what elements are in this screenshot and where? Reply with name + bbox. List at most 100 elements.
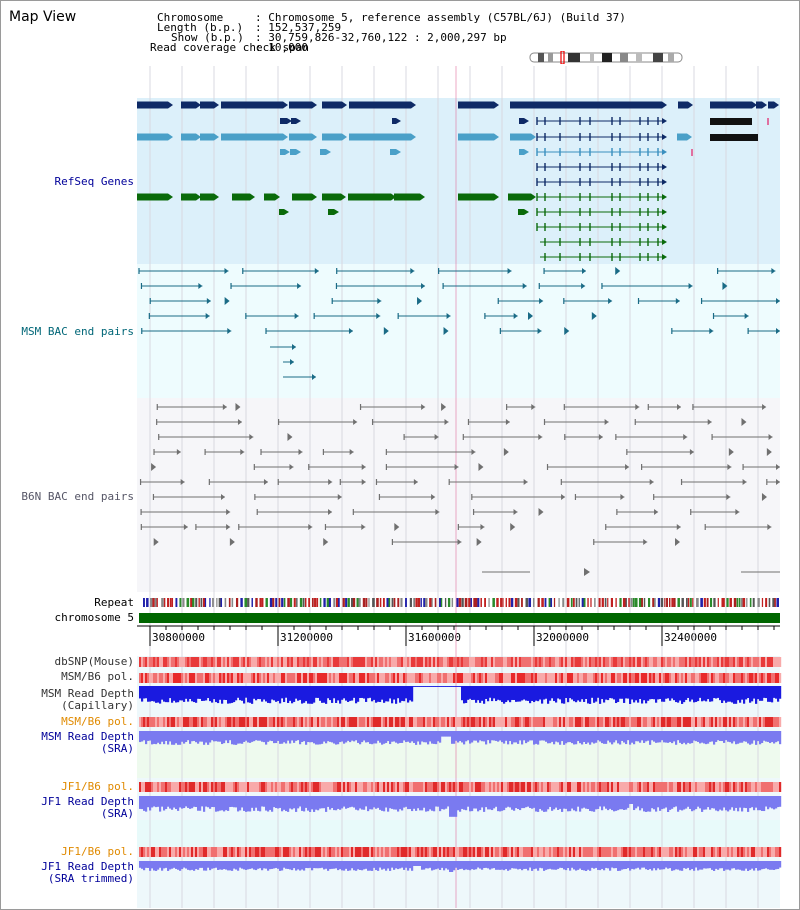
depth-bar	[751, 731, 754, 744]
depth-bar	[251, 686, 254, 704]
depth-bar	[473, 861, 476, 870]
depth-bar	[277, 796, 280, 809]
depth-bar	[547, 861, 550, 870]
depth-bar	[237, 796, 240, 812]
depth-bar	[769, 861, 772, 870]
polymorphism-cell	[261, 657, 264, 667]
polymorphism-cell	[263, 657, 266, 667]
depth-bar	[741, 861, 744, 871]
gene-block	[508, 193, 531, 201]
label-msm-b6-pol-1[interactable]: MSM/B6 pol.	[61, 670, 134, 683]
gene-arrow	[752, 101, 757, 109]
depth-bar	[255, 686, 258, 701]
depth-bar	[323, 686, 326, 703]
label-msm-bac[interactable]: MSM BAC end pairs	[21, 325, 134, 338]
polymorphism-cell	[765, 673, 768, 683]
polymorphism-cell	[471, 717, 474, 727]
depth-bar	[745, 686, 748, 700]
polymorphism-cell	[231, 847, 234, 857]
depth-bar	[677, 731, 680, 741]
polymorphism-cell	[503, 657, 506, 667]
depth-bar	[419, 861, 422, 866]
depth-bar	[443, 731, 446, 737]
polymorphism-cell	[673, 673, 676, 683]
depth-bar	[183, 796, 186, 809]
depth-bar	[631, 861, 634, 869]
polymorphism-cell	[307, 782, 310, 792]
polymorphism-cell	[147, 673, 150, 683]
polymorphism-cell	[273, 657, 276, 667]
polymorphism-cell	[733, 673, 736, 683]
polymorphism-cell	[295, 673, 298, 683]
depth-bar	[733, 796, 736, 811]
label-b6n-bac[interactable]: B6N BAC end pairs	[21, 490, 134, 503]
depth-bar	[301, 686, 304, 704]
polymorphism-cell	[581, 657, 584, 667]
depth-bar	[595, 731, 598, 743]
polymorphism-cell	[331, 782, 334, 792]
polymorphism-cell	[149, 673, 152, 683]
polymorphism-cell	[775, 847, 778, 857]
polymorphism-cell	[279, 847, 282, 857]
depth-bar	[199, 686, 202, 699]
depth-bar	[617, 731, 620, 744]
polymorphism-cell	[389, 782, 392, 792]
depth-bar	[583, 861, 586, 871]
polymorphism-cell	[779, 657, 782, 667]
label-msm-depth-sra[interactable]: MSM Read Depth	[41, 730, 134, 743]
polymorphism-cell	[175, 673, 178, 683]
msm-bac-end	[581, 283, 586, 289]
polymorphism-cell	[251, 657, 254, 667]
polymorphism-cell	[471, 782, 474, 792]
label-refseq-genes[interactable]: RefSeq Genes	[54, 175, 134, 188]
depth-bar	[363, 731, 366, 741]
polymorphism-cell	[255, 717, 258, 727]
polymorphism-cell	[225, 847, 228, 857]
polymorphism-cell	[455, 847, 458, 857]
polymorphism-cell	[721, 847, 724, 857]
depth-bar	[463, 861, 466, 871]
b6n-bac-end	[337, 494, 342, 500]
polymorphism-cell	[255, 673, 258, 683]
polymorphism-cell	[253, 717, 256, 727]
depth-bar	[763, 686, 766, 698]
polymorphism-cell	[189, 657, 192, 667]
depth-bar	[651, 686, 654, 700]
depth-bar	[171, 731, 174, 745]
label-repeat[interactable]: Repeat	[94, 596, 134, 609]
depth-bar	[387, 861, 390, 869]
label-jf1-depth-trimmed[interactable]: JF1 Read Depth	[41, 860, 134, 873]
label-jf1-depth-sra[interactable]: JF1 Read Depth	[41, 795, 134, 808]
polymorphism-cell	[299, 717, 302, 727]
depth-bar	[337, 796, 340, 809]
depth-bar	[431, 686, 434, 687]
depth-bar	[355, 796, 358, 810]
label-msm-depth-capillary[interactable]: MSM Read Depth	[41, 687, 134, 700]
depth-bar	[569, 686, 572, 699]
depth-bar	[775, 731, 778, 743]
depth-bar	[507, 796, 510, 807]
label-dbsnp[interactable]: dbSNP(Mouse)	[54, 655, 134, 668]
label-msm-b6-pol-2[interactable]: MSM/B6 pol.	[61, 715, 134, 728]
depth-bar	[221, 861, 224, 870]
depth-bar	[201, 731, 204, 742]
polymorphism-cell	[543, 717, 546, 727]
polymorphism-cell	[291, 673, 294, 683]
polymorphism-cell	[665, 657, 668, 667]
depth-bar	[495, 686, 498, 702]
polymorphism-cell	[243, 673, 246, 683]
chromosome-ideogram[interactable]	[528, 51, 686, 64]
polymorphism-cell	[227, 782, 230, 792]
polymorphism-cell	[249, 717, 252, 727]
label-jf1-b6-pol-1[interactable]: JF1/B6 pol.	[61, 780, 134, 793]
polymorphism-cell	[429, 847, 432, 857]
depth-bar	[259, 796, 262, 812]
label-jf1-b6-pol-2[interactable]: JF1/B6 pol.	[61, 845, 134, 858]
polymorphism-cell	[177, 847, 180, 857]
depth-bar	[637, 861, 640, 868]
polymorphism-cell	[581, 717, 584, 727]
depth-bar	[473, 686, 476, 700]
polymorphism-cell	[753, 782, 756, 792]
polymorphism-cell	[359, 847, 362, 857]
